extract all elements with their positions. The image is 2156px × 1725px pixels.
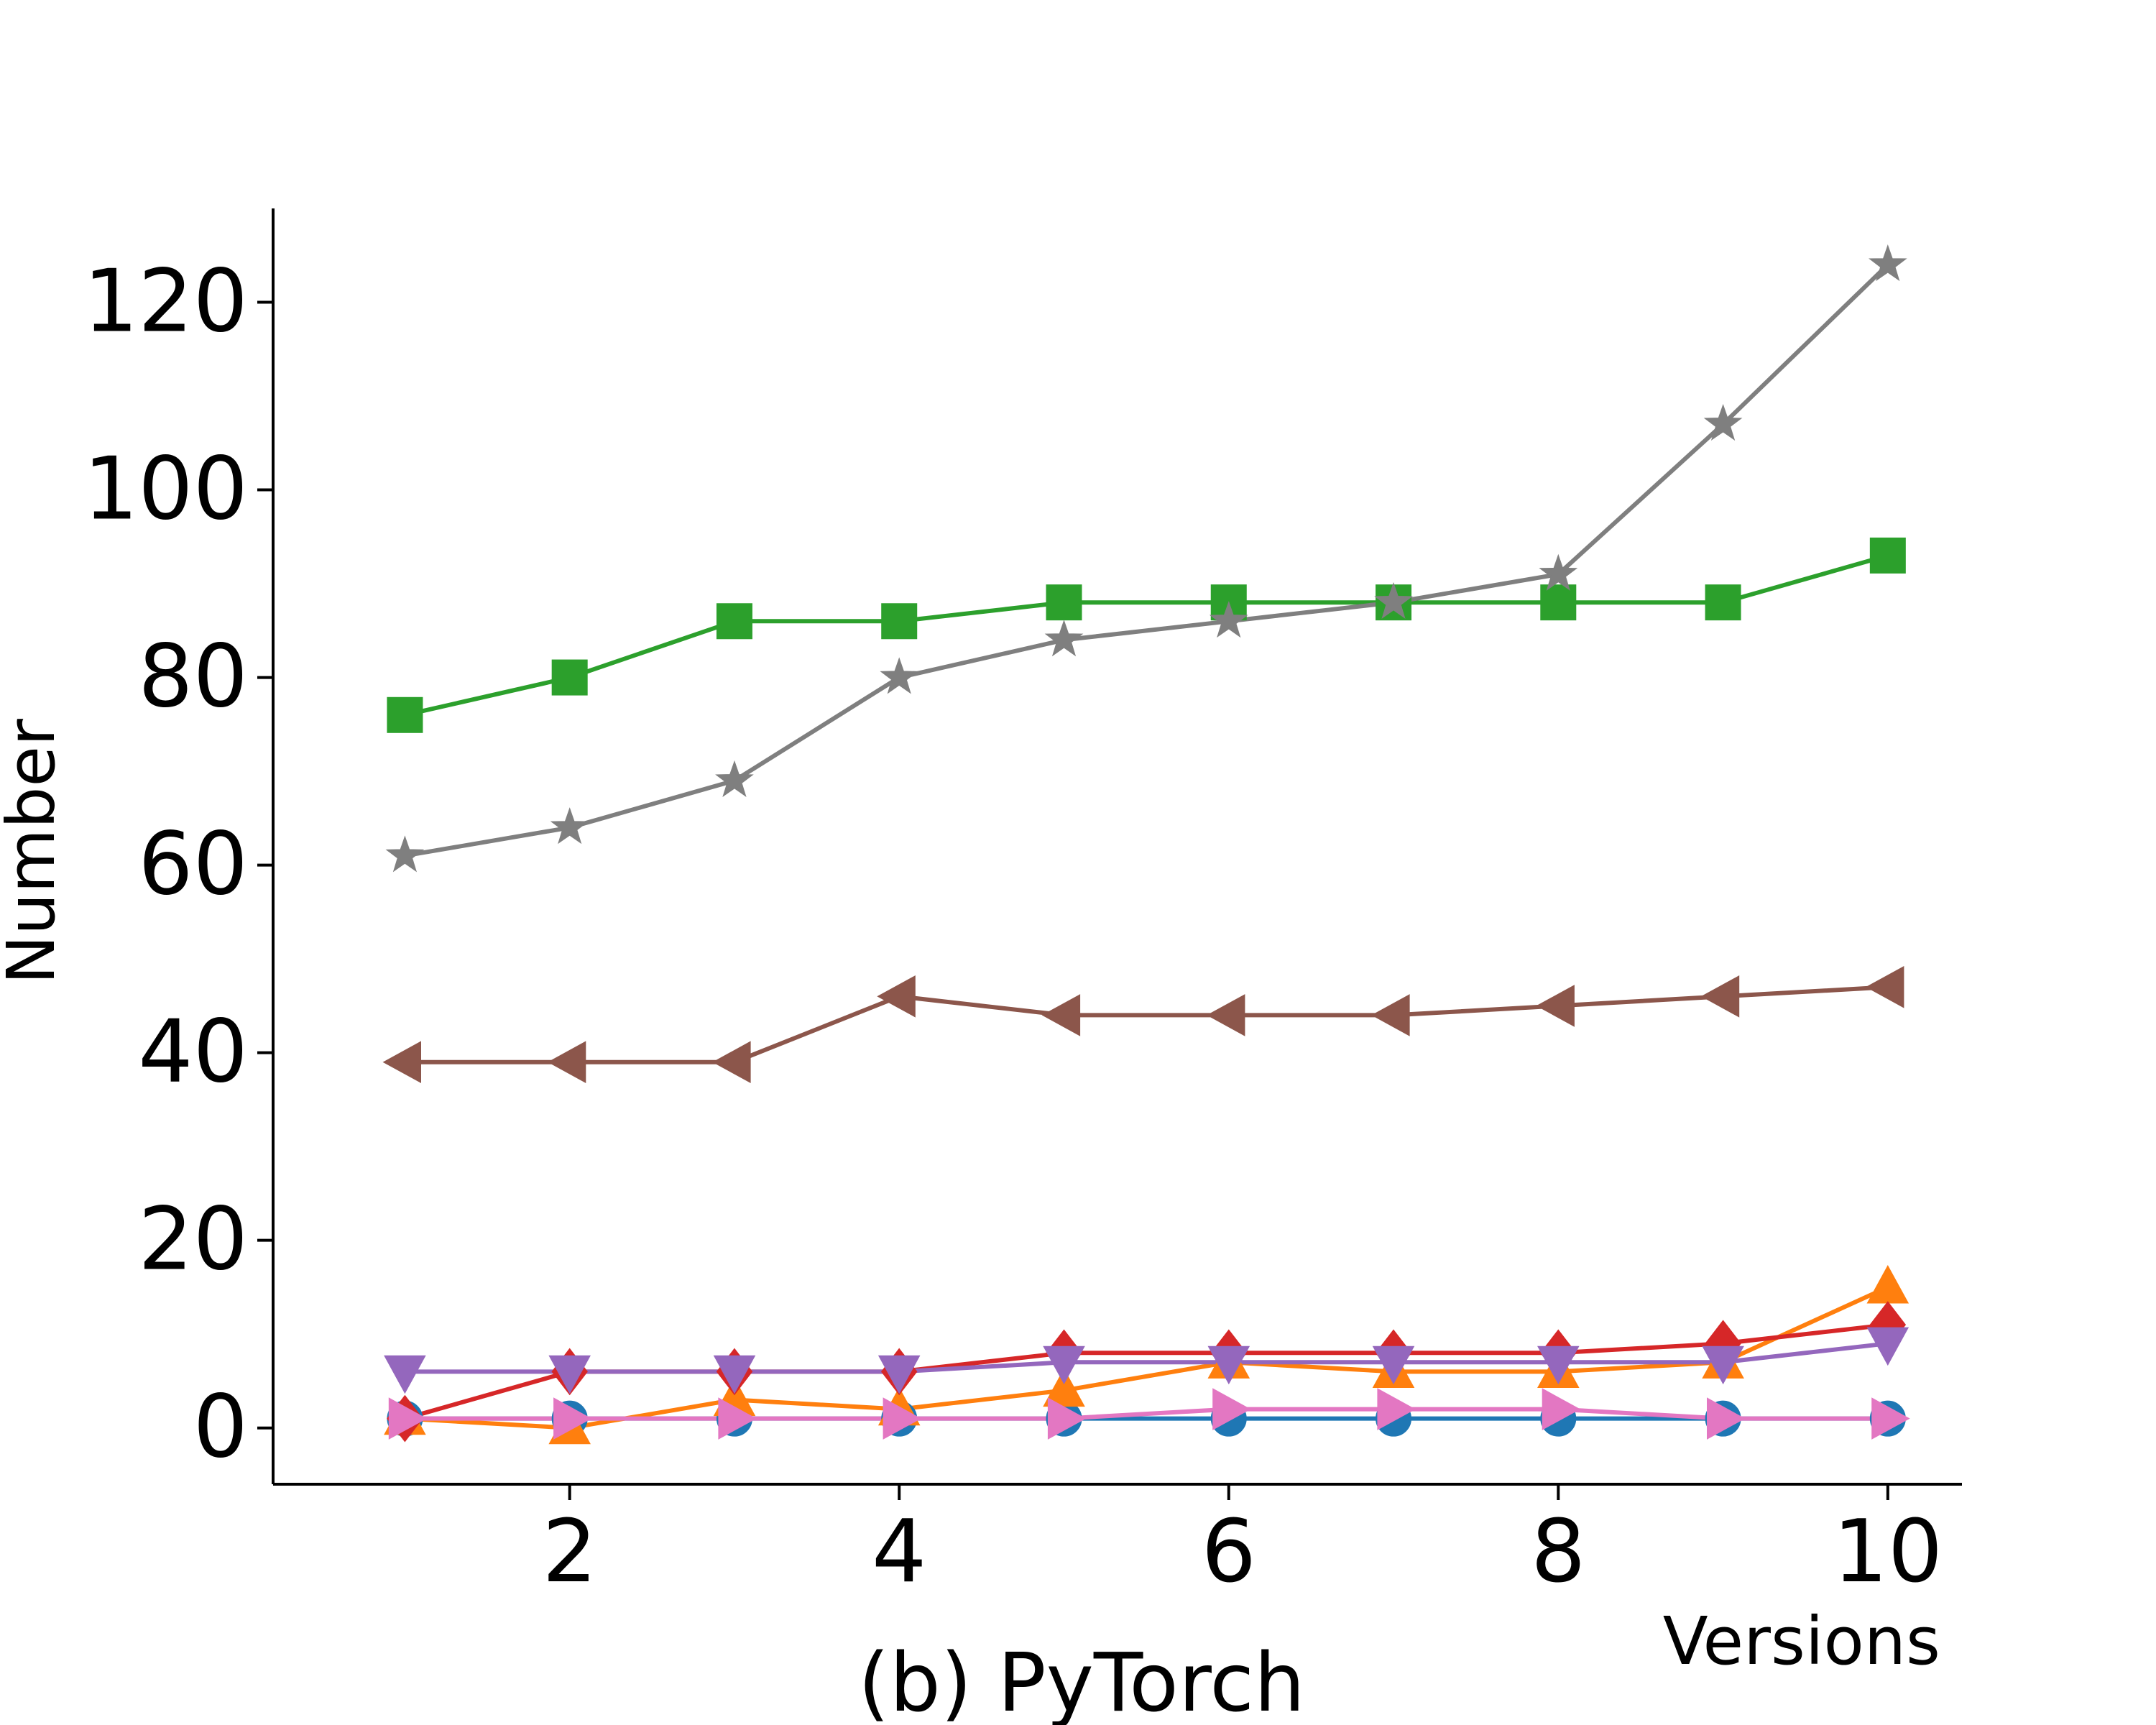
data-point xyxy=(1046,584,1082,621)
data-point xyxy=(1542,1388,1581,1430)
data-point xyxy=(718,1397,757,1440)
data-point xyxy=(1047,1397,1087,1440)
data-point xyxy=(387,696,423,733)
series-line-6 xyxy=(405,1407,1888,1421)
data-point xyxy=(1705,584,1741,621)
data-point xyxy=(1377,1388,1416,1430)
data-point xyxy=(1371,994,1410,1036)
series-line-4 xyxy=(405,1341,1889,1374)
data-point xyxy=(553,1397,592,1440)
x-tick-label: 4 xyxy=(872,1502,926,1602)
data-point xyxy=(1871,1397,1910,1440)
data-point xyxy=(1043,1346,1085,1385)
data-point xyxy=(1537,1346,1580,1385)
series-markers-5 xyxy=(382,966,1904,1083)
series-line-7 xyxy=(404,263,1889,858)
data-point xyxy=(1540,584,1577,621)
data-point xyxy=(1869,244,1907,282)
data-point xyxy=(1044,620,1084,657)
data-point xyxy=(1866,1327,1909,1366)
y-tick-label: 120 xyxy=(83,252,248,352)
series-line-2 xyxy=(404,553,1889,717)
chart-title: (b) PyTorch xyxy=(858,1637,1305,1725)
data-point xyxy=(715,760,754,797)
data-point xyxy=(713,1355,756,1394)
y-tick-label: 100 xyxy=(83,440,248,540)
x-tick-label: 10 xyxy=(1833,1502,1943,1602)
data-point xyxy=(1536,985,1575,1027)
series-markers-4 xyxy=(384,1327,1909,1394)
x-tick-label: 8 xyxy=(1531,1502,1585,1602)
data-point xyxy=(1206,994,1245,1036)
x-tick-label: 6 xyxy=(1202,1502,1256,1602)
data-point xyxy=(1539,553,1578,591)
series-lines xyxy=(404,263,1889,1430)
data-point xyxy=(550,807,589,845)
data-point xyxy=(1372,1346,1415,1385)
series-markers-2 xyxy=(387,537,1906,733)
axes: 0 20 40 60 80 100 120 2 4 6 8 10 xyxy=(83,208,1962,1602)
series-line-5 xyxy=(405,985,1888,1064)
data-point xyxy=(547,1041,586,1083)
data-point xyxy=(1702,1346,1744,1385)
data-point xyxy=(1869,537,1906,574)
data-point xyxy=(1866,1265,1909,1304)
y-tick-label: 60 xyxy=(138,815,248,915)
data-point xyxy=(881,603,918,640)
data-point xyxy=(1865,966,1904,1008)
y-tick-label: 0 xyxy=(193,1378,248,1478)
data-point xyxy=(1707,1397,1746,1440)
y-tick-label: 80 xyxy=(138,627,248,727)
data-point xyxy=(712,1041,751,1083)
data-point xyxy=(877,1355,921,1394)
series-markers-7 xyxy=(385,244,1907,873)
series-markers xyxy=(382,244,1910,1445)
data-point xyxy=(1212,1388,1251,1430)
data-point xyxy=(1374,581,1413,619)
data-point xyxy=(384,1355,426,1394)
data-point xyxy=(1700,975,1740,1018)
data-point xyxy=(385,835,425,873)
data-point xyxy=(1041,994,1081,1036)
data-point xyxy=(883,1397,922,1440)
data-point xyxy=(877,975,916,1018)
data-point xyxy=(388,1397,428,1440)
data-point xyxy=(1043,1368,1085,1407)
data-point xyxy=(382,1041,421,1083)
y-tick-label: 40 xyxy=(138,1003,248,1103)
y-axis-label: Number xyxy=(0,719,70,985)
data-point xyxy=(1207,1346,1250,1385)
y-tick-label: 20 xyxy=(138,1190,248,1290)
data-point xyxy=(880,657,919,694)
data-point xyxy=(1703,403,1743,441)
data-point xyxy=(548,1355,591,1394)
x-axis-label: Versions xyxy=(1663,1603,1940,1680)
data-point xyxy=(551,659,588,696)
data-point xyxy=(1209,601,1248,638)
series-markers-6 xyxy=(388,1388,1910,1440)
data-point xyxy=(716,603,752,640)
series-line-1 xyxy=(405,1285,1889,1430)
x-tick-label: 2 xyxy=(543,1502,597,1602)
